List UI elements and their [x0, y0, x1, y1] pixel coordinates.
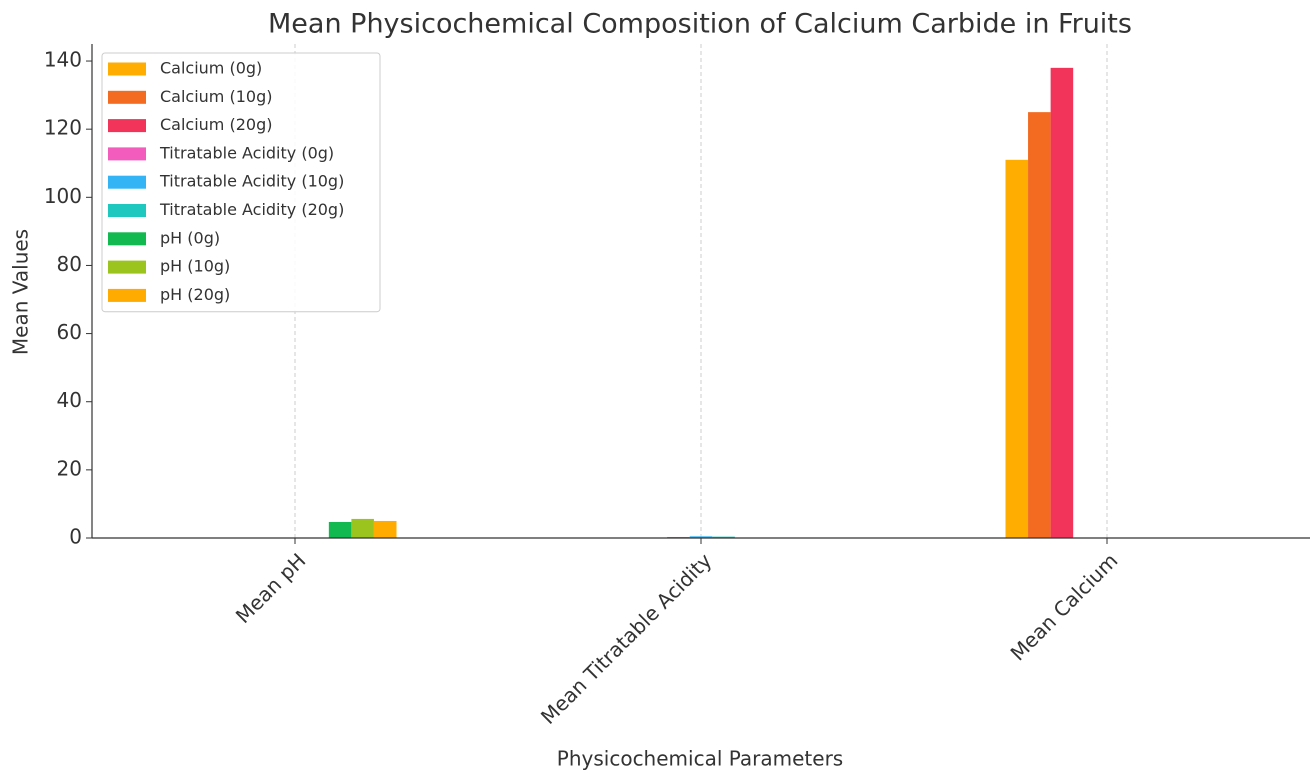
- bar: [328, 521, 352, 538]
- x-tick-label: Mean Titratable Acidity: [536, 548, 717, 729]
- bar: [1005, 159, 1029, 539]
- bar: [373, 520, 397, 538]
- y-axis-label: Mean Values: [9, 229, 33, 355]
- legend-label: Calcium (20g): [160, 115, 272, 134]
- bar: [1050, 67, 1074, 539]
- legend-label: Calcium (10g): [160, 87, 272, 106]
- legend-label: Titratable Acidity (10g): [159, 172, 344, 191]
- y-tick-label: 60: [57, 320, 82, 344]
- x-axis-label: Physicochemical Parameters: [557, 747, 843, 771]
- legend-swatch: [108, 90, 146, 104]
- legend-label: Titratable Acidity (20g): [159, 200, 344, 219]
- legend-swatch: [108, 288, 146, 302]
- legend-label: Titratable Acidity (0g): [159, 143, 334, 162]
- legend-swatch: [108, 62, 146, 76]
- y-tick-label: 140: [44, 48, 82, 72]
- legend: Calcium (0g) Calcium (10g) Calcium (20g) Ti…: [101, 52, 381, 313]
- x-tick-label: Mean Calcium: [1006, 548, 1123, 665]
- legend-swatch: [108, 232, 146, 246]
- legend-label: pH (10g): [160, 257, 230, 276]
- x-tick-label: Mean pH: [231, 548, 311, 628]
- legend-label: pH (0g): [160, 228, 220, 247]
- legend-swatch: [108, 147, 146, 161]
- legend-box: [101, 52, 381, 313]
- y-tick-label: 120: [44, 116, 82, 140]
- bar: [351, 518, 374, 538]
- legend-swatch: [108, 119, 146, 133]
- bar: [689, 536, 713, 538]
- y-tick-label: 20: [57, 456, 82, 480]
- legend-swatch: [108, 204, 146, 217]
- legend-label: Calcium (0g): [160, 59, 262, 78]
- bar: [712, 536, 735, 538]
- y-tick-label: 100: [44, 184, 82, 208]
- y-tick-label: 80: [57, 252, 82, 276]
- legend-swatch: [108, 260, 146, 274]
- bar: [1028, 112, 1051, 538]
- legend-label: pH (20g): [160, 285, 230, 304]
- y-tick-label: 0: [69, 525, 82, 549]
- y-tick-label: 40: [57, 388, 82, 412]
- legend-swatch: [108, 175, 146, 189]
- chart-title: Mean Physicochemical Composition of Calc…: [268, 9, 1132, 40]
